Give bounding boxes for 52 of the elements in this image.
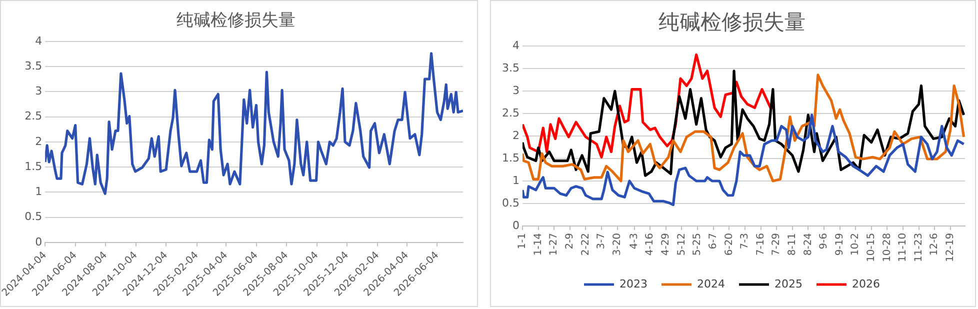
y-tick-label: 0 bbox=[35, 235, 42, 248]
y-tick-label: 3 bbox=[35, 84, 42, 98]
x-tick-label: 7-3 bbox=[740, 232, 751, 250]
x-tick-label: 4-29 bbox=[660, 232, 672, 256]
y-tick-label: 4 bbox=[512, 39, 520, 52]
x-tick-label: 3-7 bbox=[596, 232, 608, 250]
y-tick-label: 2.5 bbox=[24, 110, 42, 123]
x-tick-label: 7-16 bbox=[755, 232, 766, 256]
x-tick-label: 8-11 bbox=[786, 232, 798, 256]
y-tick-label: 3.5 bbox=[502, 62, 520, 75]
legend-label: 2023 bbox=[620, 277, 648, 290]
x-tick-label: 12-19 bbox=[945, 232, 956, 262]
x-tick-label: 2-9 bbox=[564, 232, 576, 250]
x-tick-label: 5-25 bbox=[692, 232, 704, 256]
y-tick-label: 2 bbox=[35, 134, 42, 148]
y-tick-label: 0.5 bbox=[502, 196, 520, 210]
y-tick-label: 2.5 bbox=[502, 106, 520, 120]
x-tick-label: 10-2 bbox=[850, 232, 862, 256]
x-tick-label: 1-14 bbox=[532, 232, 544, 256]
y-tick-label: 1 bbox=[512, 174, 520, 187]
x-tick-label: 9-19 bbox=[834, 232, 846, 256]
x-tick-label: 2-22 bbox=[580, 232, 592, 256]
y-tick-label: 3 bbox=[512, 84, 520, 97]
x-tick-label: 11-10 bbox=[898, 232, 909, 262]
x-tick-label: 6-20 bbox=[724, 232, 735, 256]
y-tick-label: 0.5 bbox=[24, 210, 42, 224]
x-tick-label: 1-27 bbox=[548, 232, 560, 256]
x-tick-label: 4-16 bbox=[644, 232, 656, 256]
x-tick-label: 10-15 bbox=[866, 232, 877, 262]
chart-title: 纯碱检修损失量 bbox=[176, 10, 296, 31]
legend-label: 2026 bbox=[852, 277, 880, 290]
x-tick-label: 1-1 bbox=[517, 232, 528, 250]
x-tick-label: 3-20 bbox=[612, 232, 623, 256]
x-tick-label: 5-12 bbox=[676, 232, 688, 256]
x-tick-label: 4-3 bbox=[628, 232, 640, 250]
legend-label: 2024 bbox=[697, 277, 726, 290]
x-tick-label: 7-29 bbox=[771, 232, 782, 256]
y-tick-label: 3.5 bbox=[24, 59, 42, 72]
x-tick-label: 8-24 bbox=[802, 232, 814, 256]
y-tick-label: 2 bbox=[512, 128, 520, 142]
y-tick-label: 1 bbox=[35, 185, 42, 198]
x-tick-label: 12-6 bbox=[929, 232, 940, 256]
x-tick-label: 6-7 bbox=[708, 232, 719, 250]
y-tick-label: 0 bbox=[512, 218, 520, 232]
y-tick-label: 4 bbox=[35, 34, 42, 48]
y-tick-label: 1.5 bbox=[502, 151, 520, 164]
y-tick-label: 1.5 bbox=[24, 160, 42, 173]
legend-label: 2025 bbox=[774, 277, 802, 290]
x-tick-label: 9-6 bbox=[818, 232, 830, 250]
chart-title: 纯碱检修损失量 bbox=[658, 10, 806, 34]
x-tick-label: 10-28 bbox=[882, 232, 893, 262]
x-tick-label: 11-23 bbox=[913, 232, 924, 262]
